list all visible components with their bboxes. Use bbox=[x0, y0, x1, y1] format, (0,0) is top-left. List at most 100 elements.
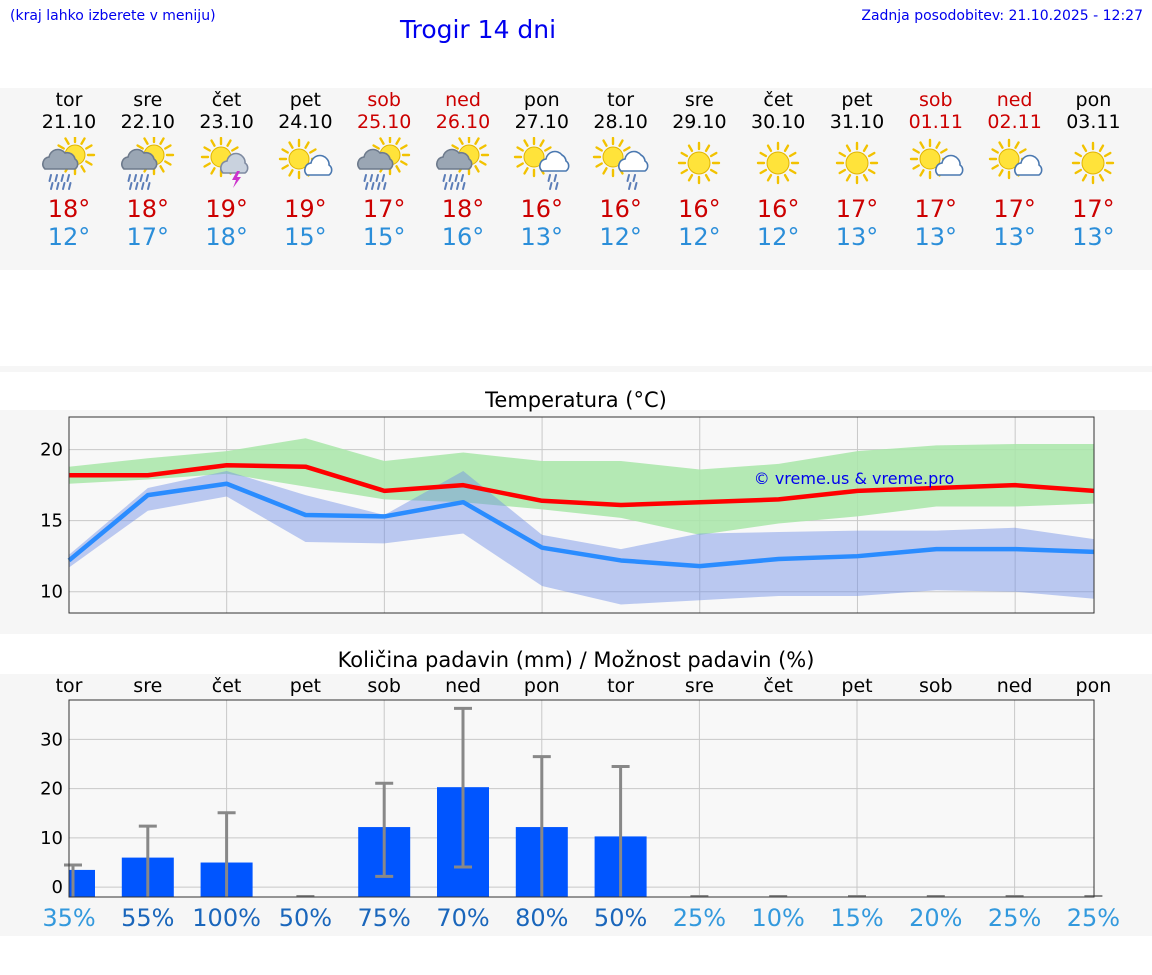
precipitation-error-bar bbox=[611, 764, 630, 897]
x-tick-label: čet bbox=[763, 675, 793, 697]
day-name: sob bbox=[367, 89, 401, 111]
day-date: 29.10 bbox=[672, 111, 727, 133]
day-forecast-column: čet 30.10 16° 12° bbox=[738, 88, 818, 251]
x-tick-label: pon bbox=[1076, 675, 1112, 697]
sun-cloud-drizzle-icon bbox=[510, 136, 574, 193]
y-tick-label: 10 bbox=[40, 828, 63, 849]
day-forecast-column: pon 27.10 16° 13° bbox=[502, 88, 582, 251]
max-temperature: 16° bbox=[678, 195, 721, 223]
day-date: 22.10 bbox=[120, 111, 175, 133]
day-forecast-column: sob 01.11 17° 13° bbox=[896, 88, 976, 251]
precipitation-probability: 15% bbox=[830, 904, 884, 932]
x-tick-label: tor bbox=[607, 675, 634, 697]
day-forecast-column: sre 29.10 16° 12° bbox=[659, 88, 739, 251]
min-temperature: 13° bbox=[520, 223, 564, 251]
min-temperature: 13° bbox=[835, 223, 879, 251]
min-temperature: 15° bbox=[284, 223, 327, 251]
sun-cloud-icon bbox=[904, 137, 968, 193]
x-tick-label: pon bbox=[524, 675, 560, 697]
day-forecast-column: ned 02.11 17° 13° bbox=[975, 88, 1055, 251]
page-title: Trogir 14 dni bbox=[400, 15, 557, 44]
max-temperature: 19° bbox=[205, 195, 248, 223]
location-menu-hint-link[interactable]: (kraj lahko izberete v meniju) bbox=[10, 8, 216, 24]
y-tick-label: 20 bbox=[40, 440, 63, 461]
x-tick-label: čet bbox=[212, 675, 242, 697]
precipitation-plot-frame bbox=[68, 699, 1095, 898]
sun-cloud-rain-icon bbox=[116, 134, 180, 193]
day-date: 28.10 bbox=[593, 111, 648, 133]
precipitation-probability: 100% bbox=[192, 904, 261, 932]
min-temperature: 13° bbox=[993, 223, 1036, 251]
x-tick-label: ned bbox=[997, 675, 1033, 697]
sun-cloud-icon bbox=[273, 137, 337, 193]
min-temperature: 18° bbox=[205, 223, 248, 251]
x-tick-label: tor bbox=[56, 675, 83, 697]
precipitation-probability: 20% bbox=[909, 904, 963, 932]
precipitation-probability: 25% bbox=[672, 904, 727, 932]
x-tick-label: ned bbox=[445, 675, 481, 697]
max-temperature: 18° bbox=[126, 195, 170, 223]
day-date: 23.10 bbox=[199, 111, 254, 133]
day-name: čet bbox=[211, 89, 242, 111]
max-temperature: 16° bbox=[520, 195, 564, 223]
temperature-plot-frame bbox=[68, 416, 1095, 614]
x-tick-label: pet bbox=[290, 675, 321, 697]
precipitation-probability: 55% bbox=[121, 904, 175, 932]
temperature-chart-title: Temperatura (°C) bbox=[485, 388, 667, 412]
min-temperature: 12° bbox=[47, 223, 91, 251]
day-name: pet bbox=[289, 89, 321, 111]
sun-icon bbox=[825, 137, 889, 193]
max-temperature-line bbox=[69, 463, 1095, 508]
precipitation-error-bar bbox=[454, 706, 472, 869]
temperature-chart: 10 15 20 © vreme.us & vreme.pro bbox=[40, 416, 1095, 614]
min-temperature: 15° bbox=[362, 223, 406, 251]
min-temperature: 17° bbox=[126, 223, 170, 251]
day-forecast-column: tor 21.10 18° 12° bbox=[29, 88, 109, 251]
precipitation-probability: 35% bbox=[42, 904, 96, 932]
day-name: ned bbox=[445, 89, 481, 111]
day-forecast-column: sre 22.10 18° 17° bbox=[108, 88, 188, 251]
last-updated-text: Zadnja posodobitev: 21.10.2025 - 12:27 bbox=[861, 8, 1143, 24]
day-name: ned bbox=[996, 89, 1033, 111]
y-tick-label: 0 bbox=[52, 877, 63, 898]
min-temperature-line bbox=[67, 481, 1095, 569]
precipitation-probability: 75% bbox=[357, 904, 411, 932]
day-name: pet bbox=[841, 89, 873, 111]
day-date: 26.10 bbox=[435, 111, 491, 133]
y-tick-label: 15 bbox=[40, 511, 63, 532]
sun-icon bbox=[667, 137, 731, 193]
precipitation-probability: 10% bbox=[751, 904, 805, 932]
min-temperature-range-band bbox=[69, 470, 1094, 605]
x-tick-label: sre bbox=[685, 675, 714, 697]
sun-icon bbox=[746, 137, 810, 193]
min-temperature: 13° bbox=[914, 223, 958, 251]
day-forecast-column: pet 24.10 19° 15° bbox=[265, 88, 345, 251]
max-temperature: 18° bbox=[47, 195, 91, 223]
precipitation-chart-title: Količina padavin (mm) / Možnost padavin … bbox=[337, 648, 815, 672]
day-date: 03.11 bbox=[1066, 111, 1121, 133]
day-date: 24.10 bbox=[278, 111, 333, 133]
precipitation-error-bar bbox=[138, 824, 157, 897]
day-forecast-column: čet 23.10 19° 18° bbox=[187, 88, 267, 251]
x-tick-label: sob bbox=[919, 675, 953, 697]
max-temperature: 18° bbox=[441, 195, 485, 223]
day-forecast-column: pet 31.10 17° 13° bbox=[817, 88, 897, 251]
precipitation-probability: 50% bbox=[278, 904, 333, 932]
precipitation-probability: 80% bbox=[515, 904, 569, 932]
day-name: sob bbox=[919, 89, 953, 111]
day-name: tor bbox=[55, 89, 83, 111]
day-name: tor bbox=[607, 89, 635, 111]
sun-cloud-drizzle-icon bbox=[589, 136, 653, 193]
day-date: 02.11 bbox=[987, 111, 1042, 133]
day-date: 30.10 bbox=[750, 111, 806, 133]
max-temperature: 17° bbox=[914, 195, 958, 223]
precipitation-chart: tor sre čet pet sob ned pon tor sre čet pet sob ned p… bbox=[40, 675, 1112, 898]
precipitation-error-bar bbox=[217, 811, 236, 897]
min-temperature: 12° bbox=[756, 223, 800, 251]
forecast-strip: tor 21.10 18° 12° sre 22.10 18° 17° čet 23.10 19° 1… bbox=[0, 88, 1152, 270]
y-tick-label: 30 bbox=[40, 729, 63, 750]
precipitation-probability: 25% bbox=[987, 904, 1042, 932]
day-forecast-column: tor 28.10 16° 12° bbox=[581, 88, 661, 251]
precipitation-error-bar bbox=[64, 863, 82, 897]
day-date: 27.10 bbox=[514, 111, 569, 133]
